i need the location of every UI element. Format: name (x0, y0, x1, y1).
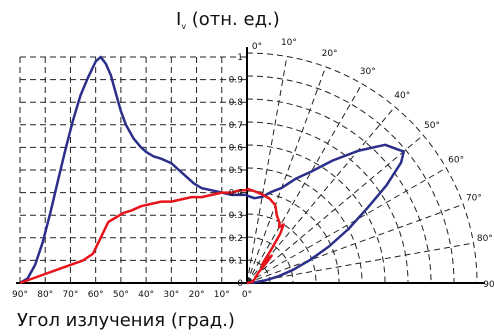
polar-grid (246, 52, 478, 284)
polar-spoke (246, 167, 447, 284)
polar-spoke (246, 66, 327, 284)
polar-ring (246, 52, 478, 284)
angle-tick-label: 50° (424, 121, 440, 131)
y-tick-label: 0.1 (229, 256, 243, 266)
polar-spoke (246, 106, 396, 284)
chart-title: Iv (отн. ед.) (176, 9, 280, 31)
angle-tick-label: 60° (448, 155, 464, 165)
series-0-polar-line (246, 143, 406, 285)
x-tick-label: 80° (37, 290, 53, 300)
x-tick-label: 0° (242, 290, 252, 300)
angle-tick-label: 80° (477, 234, 493, 244)
angle-tick-label: 0° (252, 42, 262, 52)
polar-ring (246, 190, 340, 284)
y-tick-label: 0 (237, 279, 243, 289)
polar-ring (246, 121, 409, 284)
polar-spoke (246, 83, 363, 284)
tick-labels: 90° 80° 70° 60° 50° 40° 30° 20° 10° 0°00.10.20.30… (12, 38, 494, 300)
polar-ring (246, 75, 455, 284)
x-axis-label: Угол излучения (град.) (17, 310, 235, 331)
y-tick-label: 0.4 (229, 189, 244, 199)
x-tick-label: 90° (12, 290, 28, 300)
title-rest: (отн. ед.) (186, 9, 280, 30)
y-tick-label: 0.5 (229, 166, 243, 176)
series-1-polar-line (246, 187, 285, 285)
y-tick-label: 1 (237, 53, 243, 63)
x-tick-label: 70° (62, 290, 78, 300)
polar-spoke (246, 56, 288, 284)
title-subscript: v (181, 22, 186, 31)
angle-tick-label: 20° (322, 49, 338, 59)
angle-tick-label: 10° (281, 38, 297, 48)
polar-spoke (246, 134, 424, 284)
x-tick-label: 50° (113, 290, 129, 300)
polar-ring (246, 98, 432, 284)
title-main: I (176, 9, 181, 30)
x-tick-label: 10° (214, 290, 230, 300)
polar-ring (246, 213, 317, 284)
y-tick-label: 0.8 (229, 98, 244, 108)
series-1-cartesian-line (19, 189, 247, 285)
angle-tick-label: 70° (466, 193, 482, 203)
polar-spoke (246, 203, 464, 284)
y-tick-label: 0.7 (229, 121, 243, 131)
x-tick-label: 30° (163, 290, 179, 300)
polar-spoke (246, 242, 474, 284)
angle-tick-label: 30° (360, 67, 376, 77)
y-tick-label: 0.6 (229, 143, 244, 153)
series-0-cartesian-line (19, 55, 247, 285)
y-tick-label: 0.9 (229, 76, 244, 86)
x-tick-label: 40° (138, 290, 154, 300)
polar-ring (246, 167, 363, 284)
x-tick-label: 60° (88, 290, 104, 300)
y-tick-label: 0.3 (229, 211, 243, 221)
y-tick-label: 0.2 (229, 234, 243, 244)
x-tick-label: 20° (189, 290, 205, 300)
grid (19, 56, 247, 283)
series-layer (19, 55, 406, 285)
angle-tick-label: 90 (483, 280, 494, 290)
angle-tick-label: 40° (394, 91, 410, 101)
